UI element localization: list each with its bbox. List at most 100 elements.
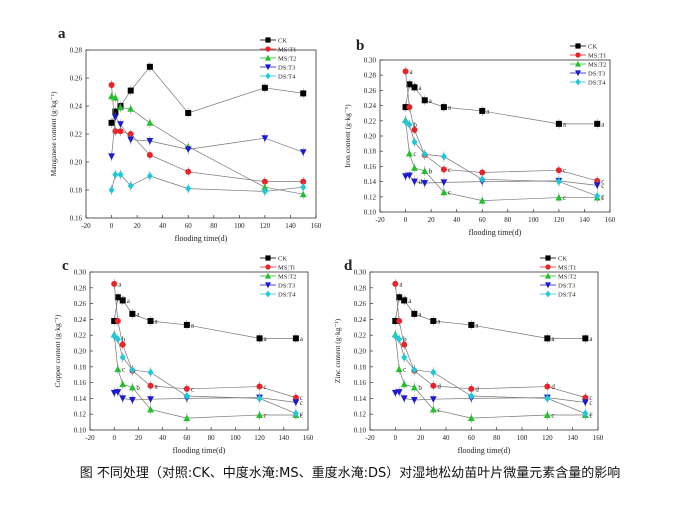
data-point [299, 149, 307, 156]
data-point [440, 152, 447, 161]
data-point [429, 405, 437, 413]
data-label: a [127, 297, 131, 305]
data-point [256, 383, 263, 390]
data-point [146, 63, 153, 70]
x-tick-label: 60 [479, 216, 487, 224]
y-tick-label: 0.20 [354, 348, 367, 356]
y-tick-label: 0.22 [354, 332, 367, 340]
data-label: c [448, 166, 451, 174]
x-tick-label: 20 [417, 434, 425, 442]
y-tick-label: 0.14 [354, 395, 367, 403]
data-point [594, 192, 601, 200]
data-point [147, 317, 154, 324]
panel-letter: d [344, 258, 353, 274]
data-point [582, 335, 589, 342]
legend-label: MS:Ti [278, 265, 295, 272]
data-point [406, 120, 413, 129]
legend-label: CK [588, 44, 597, 51]
data-point [440, 188, 448, 196]
y-axis-label: Iron content (g·kg⁻¹) [343, 104, 352, 168]
data-point [183, 321, 190, 328]
data-point [261, 178, 268, 185]
data-point [119, 297, 126, 304]
legend-label: MS:T2 [558, 274, 576, 281]
data-point [430, 368, 437, 377]
data-label: a [475, 321, 479, 329]
data-point [411, 178, 418, 186]
data-point [108, 92, 115, 100]
series-line-1 [394, 283, 586, 398]
data-point [410, 383, 418, 391]
series-line-3 [405, 175, 598, 186]
data-label: a [448, 104, 452, 112]
data-point [468, 321, 475, 328]
data-label: a [118, 280, 122, 288]
legend-marker [575, 60, 581, 67]
y-tick-label: 0.12 [364, 193, 377, 201]
data-point [400, 395, 408, 402]
chart-panel-b: b 0.10 0.12 0.14 0.16 0.18 0.20 0.22 0.24 0.26 0.2… [343, 38, 616, 237]
data-point [261, 135, 269, 142]
data-point [411, 366, 418, 374]
y-tick-label: 0.18 [354, 363, 367, 371]
legend-label: CK [278, 256, 287, 263]
data-label: a [551, 335, 555, 343]
data-point [411, 126, 418, 133]
data-point [396, 335, 403, 343]
data-label: d [551, 383, 555, 391]
x-tick-label: 60 [468, 434, 476, 442]
x-tick-label: 60 [183, 434, 191, 442]
legend-label: DS:T4 [588, 80, 606, 87]
y-tick-label: 0.18 [74, 363, 87, 371]
data-label: c [413, 150, 416, 158]
data-point [405, 149, 413, 157]
x-tick-label: 0 [394, 434, 398, 442]
data-label: c [448, 189, 451, 197]
y-tick-label: 0.30 [74, 269, 87, 277]
y-tick-label: 0.28 [70, 47, 83, 55]
data-label: c [589, 394, 592, 402]
legend-label: DS:T3 [558, 283, 575, 290]
x-tick-label: 60 [185, 222, 193, 230]
y-tick-label: 0.20 [364, 133, 377, 141]
data-point [128, 383, 136, 391]
data-point [129, 310, 136, 317]
data-point [395, 365, 403, 373]
legend-label: CK [558, 256, 567, 263]
x-tick-label: 20 [428, 216, 436, 224]
data-point [593, 182, 601, 189]
data-label: a [486, 107, 490, 115]
x-tick-label: 0 [404, 216, 408, 224]
data-point [114, 335, 121, 343]
y-tick-label: 0.16 [70, 215, 83, 223]
x-tick-label: 20 [134, 222, 142, 230]
panel-letter: b [356, 38, 364, 54]
data-point [421, 167, 429, 174]
series-line-0 [111, 66, 304, 123]
data-point [117, 170, 124, 179]
data-point [119, 353, 126, 362]
x-tick-label: 160 [303, 434, 314, 442]
legend-marker [265, 282, 271, 289]
chart-panel-a: a 0.16 0.18 0.20 0.22 0.24 0.26 0.28 -20 0 20 40 60 8… [49, 26, 322, 243]
x-tick-label: 140 [279, 434, 290, 442]
data-label: a [136, 310, 140, 318]
data-label: a [410, 68, 414, 76]
x-tick-label: 80 [208, 434, 216, 442]
panel-letter: a [58, 26, 66, 42]
legend-marker [545, 282, 551, 289]
data-label: b [403, 336, 407, 344]
legend-label: MS:T2 [278, 274, 296, 281]
data-point [292, 409, 299, 418]
data-label: b [429, 167, 433, 175]
data-label: c [589, 411, 592, 419]
legend-marker [575, 52, 581, 58]
y-tick-label: 0.12 [354, 411, 367, 419]
y-tick-label: 0.26 [354, 300, 367, 308]
x-axis-label: flooding time(d) [458, 446, 511, 455]
data-point [300, 178, 307, 185]
data-label: a [155, 317, 159, 325]
data-point [411, 138, 418, 146]
data-label: c [300, 411, 303, 419]
data-point [108, 119, 115, 126]
